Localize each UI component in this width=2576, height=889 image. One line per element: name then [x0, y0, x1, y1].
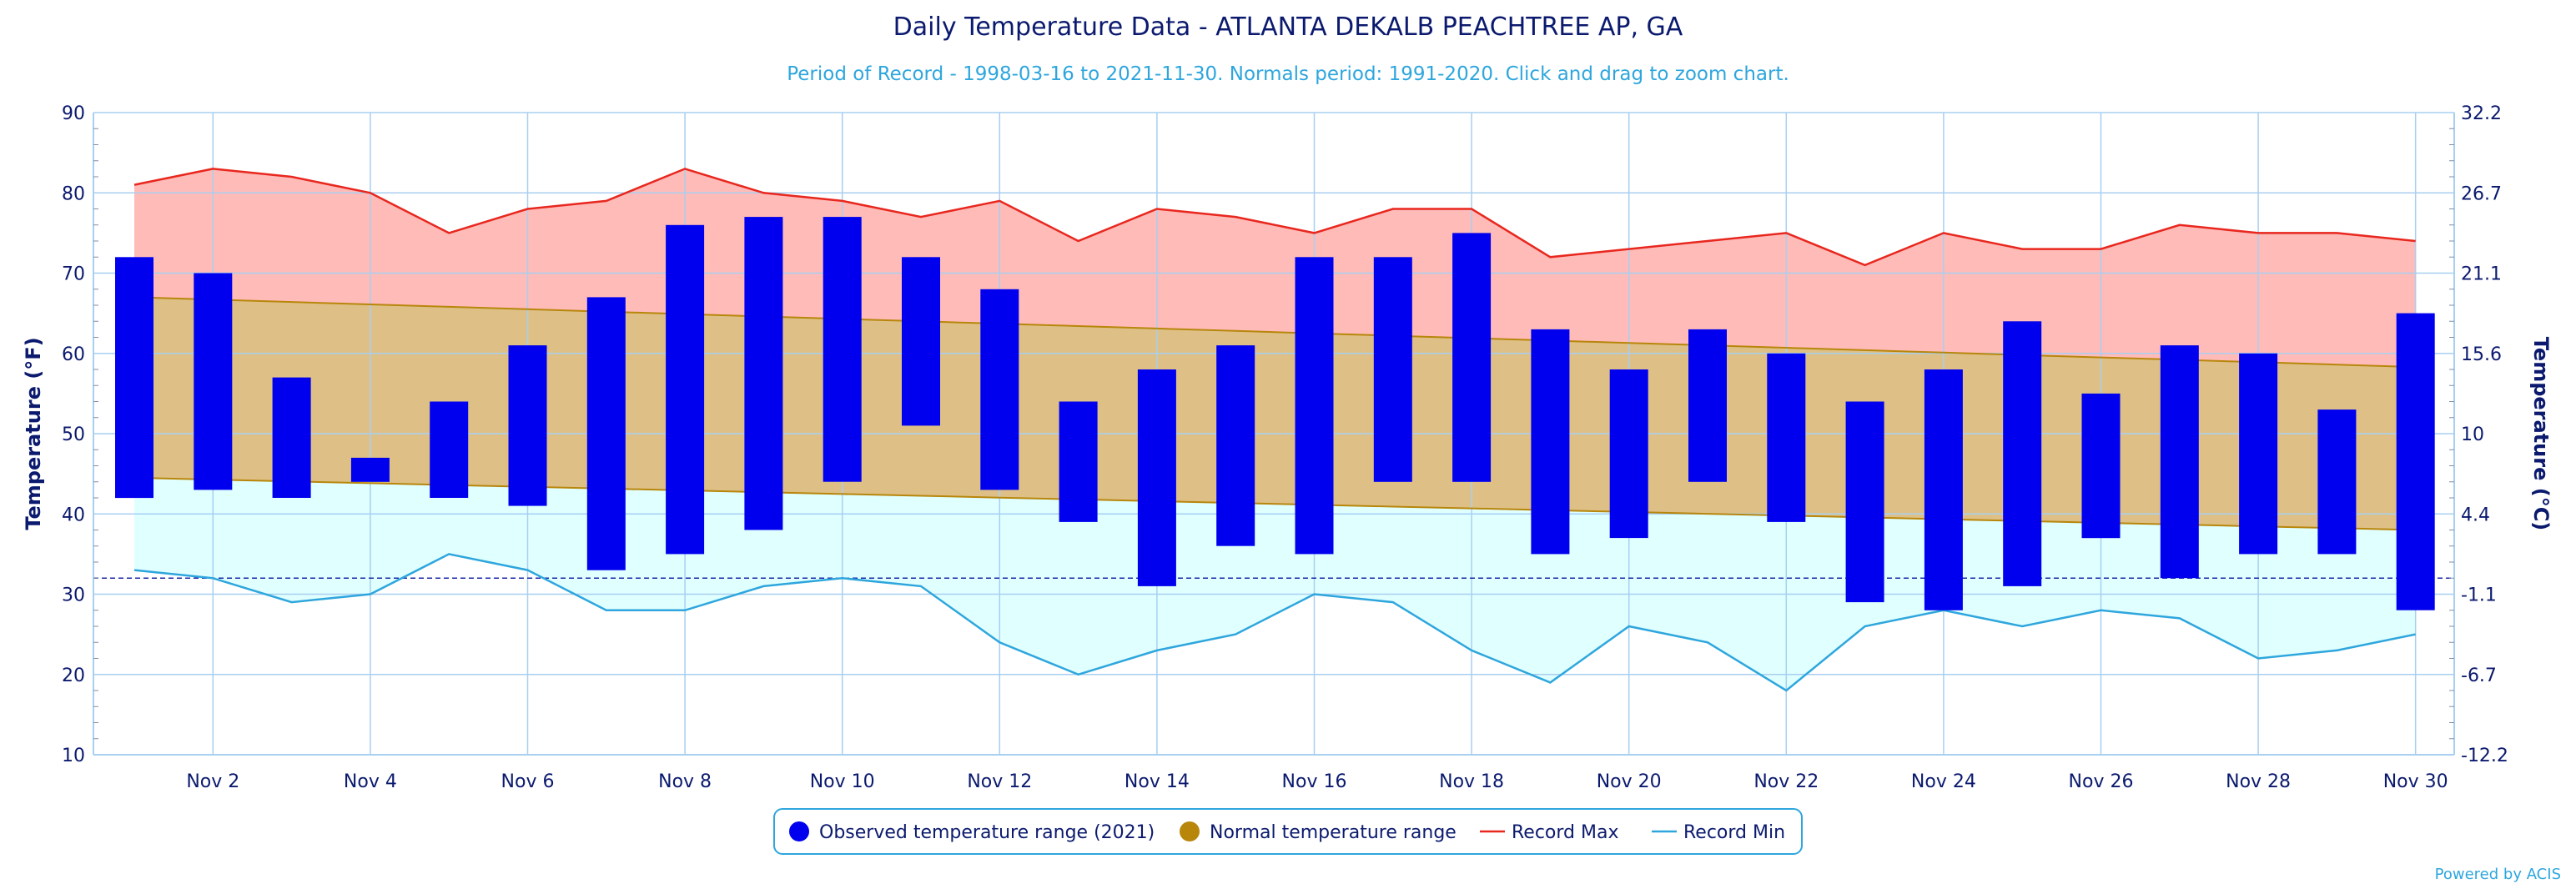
y-tick-label-right: 15.6	[2461, 344, 2502, 365]
observed-bar-nov-28[interactable]	[2239, 353, 2278, 555]
record-min-area	[134, 477, 2416, 691]
observed-bar-nov-26[interactable]	[2081, 393, 2121, 539]
observed-bar-nov-30[interactable]	[2396, 313, 2435, 610]
record-max-line	[133, 168, 2416, 267]
observed-bar-nov-27[interactable]	[2160, 345, 2199, 579]
x-tick-label: Nov 20	[1597, 771, 1662, 792]
observed-bar-nov-15[interactable]	[1216, 345, 1255, 546]
observed-bar-nov-6[interactable]	[508, 345, 547, 506]
axes: 10 -12.2 20 -6.7 30 -1.1 40 4.4 50 10 60 15.6 70 21.1…	[62, 103, 2508, 792]
legend-marker-dot	[789, 821, 809, 841]
y-tick-label-right: 32.2	[2461, 103, 2502, 124]
observed-bar-nov-22[interactable]	[1767, 353, 1806, 522]
observed-bar-nov-9[interactable]	[744, 217, 783, 530]
y-tick-label-right: 26.7	[2461, 183, 2502, 204]
x-tick-label: Nov 26	[2069, 771, 2134, 792]
observed-bars[interactable]	[115, 217, 2435, 610]
y-tick-label-right: 4.4	[2461, 505, 2490, 525]
legend-item-label[interactable]: Record Max	[1512, 822, 1619, 843]
x-tick-label: Nov 28	[2226, 771, 2291, 792]
x-tick-label: Nov 2	[186, 771, 239, 792]
x-tick-label: Nov 18	[1439, 771, 1504, 792]
x-tick-label: Nov 6	[501, 771, 555, 792]
x-tick-label: Nov 4	[344, 771, 397, 792]
y-tick-label-left: 10	[62, 746, 85, 766]
observed-bar-nov-3[interactable]	[272, 377, 311, 498]
observed-bar-nov-11[interactable]	[902, 257, 940, 426]
x-tick-label: Nov 10	[810, 771, 875, 792]
observed-bar-nov-2[interactable]	[194, 273, 233, 490]
legend-box	[773, 808, 1803, 855]
y-tick-label-left: 60	[62, 344, 85, 365]
observed-bar-nov-21[interactable]	[1688, 329, 1727, 482]
x-tick-label: Nov 16	[1282, 771, 1347, 792]
observed-bar-nov-16[interactable]	[1295, 257, 1334, 555]
record-max-area	[134, 168, 2416, 368]
legend-item-label[interactable]: Normal temperature range	[1210, 822, 1457, 843]
legend[interactable]: Observed temperature range (2021) Normal …	[773, 808, 1803, 855]
observed-bar-nov-19[interactable]	[1531, 329, 1570, 555]
y-tick-label-right: -12.2	[2461, 746, 2508, 766]
observed-bar-nov-23[interactable]	[1845, 401, 1884, 603]
y-axis-left-label: Temperature (°F)	[22, 337, 45, 530]
legend-marker-dot	[1180, 821, 1200, 841]
x-tick-label: Nov 24	[1911, 771, 1976, 792]
y-tick-label-right: 10	[2461, 424, 2484, 445]
observed-bar-nov-25[interactable]	[2003, 321, 2042, 586]
x-tick-label: Nov 14	[1124, 771, 1190, 792]
observed-bar-nov-17[interactable]	[1373, 257, 1412, 482]
legend-item-label[interactable]: Observed temperature range (2021)	[819, 822, 1155, 843]
observed-bar-nov-10[interactable]	[823, 217, 862, 482]
y-tick-label-left: 90	[62, 103, 85, 124]
chart-subtitle: Period of Record - 1998-03-16 to 2021-11…	[787, 63, 1789, 85]
record-min-line	[133, 553, 2416, 692]
y-axis-right-label: Temperature (°C)	[2529, 337, 2553, 531]
observed-bar-nov-14[interactable]	[1137, 369, 1176, 586]
observed-bar-nov-5[interactable]	[430, 401, 469, 499]
x-tick-label: Nov 30	[2383, 771, 2448, 792]
observed-bar-nov-4[interactable]	[350, 457, 390, 482]
y-tick-label-left: 20	[62, 665, 85, 686]
normal-range-area	[134, 297, 2416, 530]
observed-bar-nov-12[interactable]	[980, 289, 1019, 490]
observed-bar-nov-1[interactable]	[115, 257, 153, 499]
x-tick-label: Nov 12	[967, 771, 1032, 792]
observed-bar-nov-29[interactable]	[2317, 409, 2357, 555]
observed-bar-nov-7[interactable]	[586, 297, 626, 570]
observed-bar-nov-24[interactable]	[1924, 369, 1963, 610]
observed-bar-nov-8[interactable]	[666, 224, 705, 555]
observed-bar-nov-18[interactable]	[1452, 233, 1492, 482]
legend-item-label[interactable]: Record Min	[1683, 822, 1785, 843]
y-tick-label-left: 50	[62, 424, 85, 445]
y-tick-label-right: -6.7	[2461, 665, 2497, 686]
y-tick-label-left: 40	[62, 505, 85, 525]
y-tick-label-left: 70	[62, 264, 85, 285]
chart-title: Daily Temperature Data - ATLANTA DEKALB …	[893, 13, 1683, 42]
range-fills	[134, 168, 2416, 691]
y-tick-label-right: 21.1	[2461, 264, 2502, 285]
observed-bar-nov-20[interactable]	[1609, 369, 1648, 539]
y-tick-label-left: 30	[62, 585, 85, 606]
x-tick-label: Nov 8	[658, 771, 712, 792]
observed-bar-nov-13[interactable]	[1059, 401, 1098, 522]
y-tick-label-left: 80	[62, 183, 85, 204]
x-tick-label: Nov 22	[1753, 771, 1819, 792]
credit-link[interactable]: Powered by ACIS	[2435, 866, 2561, 883]
y-tick-label-right: -1.1	[2461, 585, 2497, 606]
